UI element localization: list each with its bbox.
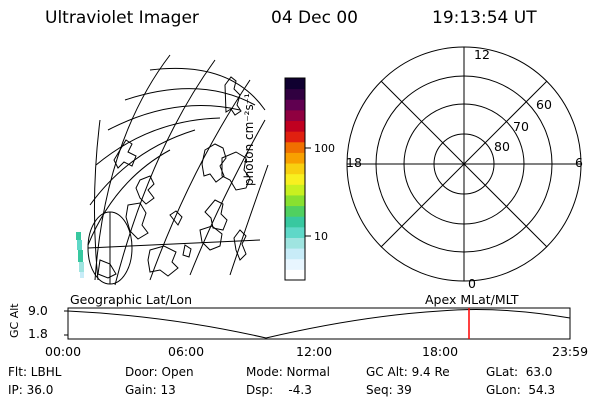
colorbar-segment <box>285 237 305 249</box>
lat-label-80: 80 <box>494 139 510 154</box>
colorbar-segment <box>285 226 305 238</box>
glon-info: GLon: 54.3 <box>486 383 556 397</box>
mlt-label-top: 12 <box>474 47 490 62</box>
dsp-info: Dsp: -4.3 <box>246 383 312 397</box>
colorbar-segment <box>285 216 305 228</box>
gc-alt-info: GC Alt: 9.4 Re <box>366 365 450 379</box>
orbit-x-tick-0600: 06:00 <box>168 344 205 359</box>
colorbar <box>285 78 305 281</box>
colorbar-segment <box>285 131 305 143</box>
seq-info: Seq: 39 <box>366 383 412 397</box>
mlt-label-left: 18 <box>346 155 362 170</box>
apex-label: Apex MLat/MLT <box>425 292 519 307</box>
colorbar-tick-10: 10 <box>314 230 328 243</box>
orbit-x-tick-0000: 00:00 <box>45 344 82 359</box>
colorbar-segment <box>285 120 305 132</box>
mlt-label-bottom: 0 <box>468 276 476 291</box>
colorbar-segment <box>285 205 305 217</box>
colorbar-segment <box>285 152 305 164</box>
colorbar-segment <box>285 248 305 260</box>
colorbar-segment <box>285 109 305 122</box>
lat-label-60: 60 <box>536 97 552 112</box>
instrument-title: Ultraviolet Imager <box>45 8 199 28</box>
polar-plot <box>346 46 582 282</box>
filter-info: Flt: LBHL <box>8 365 62 379</box>
orbit-y-tick-9: 9.0 <box>28 303 48 318</box>
ip-info: IP: 36.0 <box>8 383 54 397</box>
colorbar-segment <box>285 163 305 175</box>
glat-info: GLat: 63.0 <box>486 365 553 379</box>
colorbar-unit-label: photon cm⁻²s⁻¹ <box>242 93 256 186</box>
lat-label-70: 70 <box>513 119 529 134</box>
aurora-emission <box>76 232 84 278</box>
geographic-label: Geographic Lat/Lon <box>70 292 192 307</box>
colorbar-tick-100: 100 <box>314 142 335 155</box>
colorbar-segment <box>285 141 305 153</box>
colorbar-segment <box>285 184 305 196</box>
gain-info: Gain: 13 <box>125 383 176 397</box>
orbit-altitude-curve <box>67 309 571 339</box>
orbit-x-tick-2359: 23:59 <box>552 344 589 359</box>
door-info: Door: Open <box>125 365 194 379</box>
colorbar-segment <box>285 88 305 100</box>
colorbar-segment <box>285 258 305 270</box>
orbit-x-tick-1800: 18:00 <box>422 344 459 359</box>
colorbar-segment <box>285 194 305 207</box>
date-label: 04 Dec 00 <box>271 8 358 28</box>
colorbar-segment <box>285 99 305 111</box>
colorbar-segment <box>285 78 305 90</box>
orbit-x-tick-1200: 12:00 <box>296 344 333 359</box>
mlt-label-right: 6 <box>575 155 583 170</box>
time-label: 19:13:54 UT <box>432 8 537 28</box>
geographic-map <box>87 54 269 286</box>
orbit-y-axis-title: GC Alt <box>8 303 21 338</box>
mode-info: Mode: Normal <box>246 365 330 379</box>
orbit-y-tick-1_8: 1.8 <box>28 326 48 341</box>
orbit-frame <box>67 307 571 340</box>
colorbar-segment <box>285 269 305 281</box>
colorbar-segment <box>285 173 305 185</box>
